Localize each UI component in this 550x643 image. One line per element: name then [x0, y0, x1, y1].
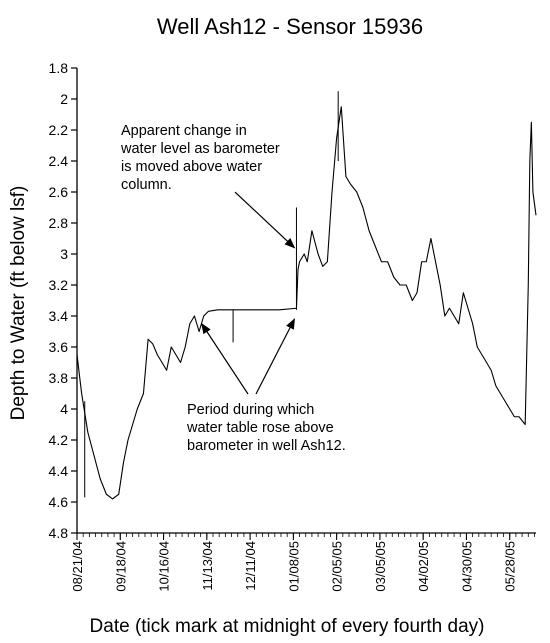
annotation-barometer-line-2: water level as barometer	[120, 141, 280, 157]
y-tick-label: 1.8	[49, 60, 69, 76]
x-tick-label: 11/13/04	[200, 541, 215, 591]
x-tick-label: 12/11/04	[243, 541, 258, 591]
y-ticks: 1.8 2 2.2 2.4 2.6 2.8 3 3.2 3.4 3.6 3.8 4 4.2 4.4 4.6 4…	[49, 60, 77, 541]
y-tick-label: 4.4	[49, 463, 69, 479]
annotation-period-line-2: water table rose above	[186, 420, 334, 436]
annotation-arrows	[201, 191, 296, 395]
y-tick-label: 3	[60, 246, 68, 262]
annotation-period-line-3: barometer in well Ash12.	[187, 438, 346, 454]
y-tick-label: 3.4	[49, 308, 69, 324]
y-tick-label: 3.2	[49, 277, 69, 293]
annotation-period-line-1: Period during which	[187, 402, 314, 418]
y-tick-label: 4	[60, 401, 68, 417]
chart-title: Well Ash12 - Sensor 15936	[157, 14, 423, 39]
x-ticks: 08/21/04 09/18/04 10/16/04 11/13/04 12/11/04…	[70, 533, 535, 592]
y-tick-label: 2.6	[49, 184, 69, 200]
x-tick-label: 09/18/04	[113, 541, 128, 592]
annotation-barometer-line-3: is moved above water	[121, 159, 262, 175]
x-axis-label: Date (tick mark at midnight of every fou…	[90, 616, 485, 637]
y-tick-label: 2.4	[49, 153, 69, 169]
x-tick-label: 04/02/05	[416, 541, 431, 592]
y-tick-label: 4.6	[49, 494, 69, 510]
y-axis-label: Depth to Water (ft below lsf)	[8, 186, 29, 421]
x-tick-label: 05/28/05	[503, 541, 518, 592]
y-tick-label: 4.8	[49, 525, 69, 541]
x-tick-label: 01/08/05	[286, 541, 301, 592]
series-line-0	[76, 106, 537, 500]
y-tick-label: 2.2	[49, 122, 69, 138]
x-tick-label: 03/05/05	[373, 541, 388, 592]
annotation-arrow	[201, 322, 249, 395]
annotation-arrow	[255, 318, 295, 395]
x-tick-label: 08/21/04	[70, 541, 85, 592]
annotation-barometer-moved: Apparent change in water level as barome…	[120, 123, 280, 193]
x-tick-label: 04/30/05	[459, 541, 474, 592]
annotation-arrow	[234, 191, 296, 249]
y-tick-label: 2	[60, 91, 68, 107]
series-group	[76, 91, 537, 500]
y-tick-label: 2.8	[49, 215, 69, 231]
y-tick-label: 3.6	[49, 339, 69, 355]
annotation-barometer-line-4: column.	[121, 177, 172, 193]
x-tick-label: 10/16/04	[157, 541, 172, 592]
annotation-water-table-period: Period during which water table rose abo…	[186, 402, 346, 454]
y-tick-label: 4.2	[49, 432, 69, 448]
x-tick-label: 02/05/05	[330, 541, 345, 592]
y-tick-label: 3.8	[49, 370, 69, 386]
annotation-barometer-line-1: Apparent change in	[121, 123, 247, 139]
